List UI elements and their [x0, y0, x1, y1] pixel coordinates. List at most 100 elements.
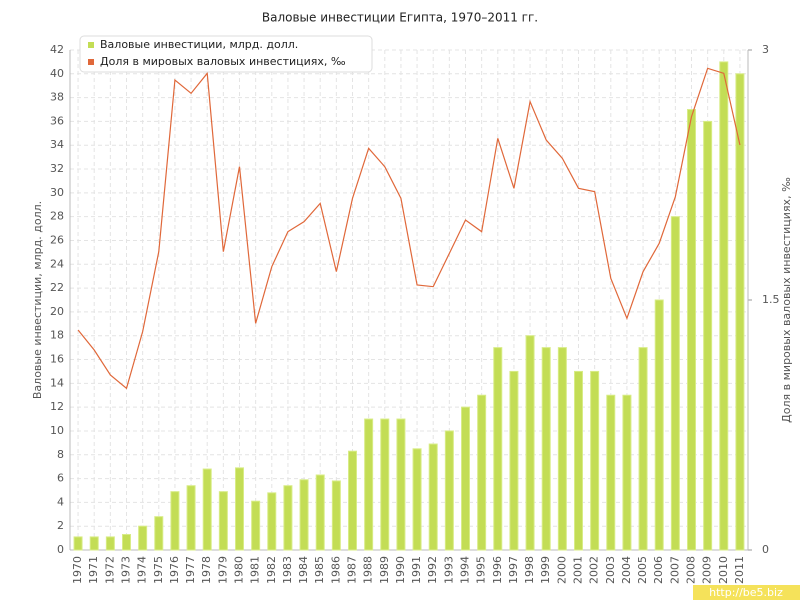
y-tick-label: 24: [50, 257, 64, 270]
y-tick-label: 2: [57, 519, 64, 532]
y-tick-label: 42: [50, 43, 64, 56]
y-tick-label: 32: [50, 162, 64, 175]
legend-label: Доля в мировых валовых инвестициях, ‰: [100, 55, 346, 68]
bar: [186, 485, 196, 551]
x-tick-label: 1978: [200, 556, 213, 584]
x-tick-label: 1975: [152, 556, 165, 584]
y-tick-label: 18: [50, 329, 64, 342]
bar: [525, 335, 535, 551]
x-tick-label: 1995: [475, 556, 488, 584]
x-tick-label: 2008: [685, 556, 698, 584]
bar: [380, 418, 390, 551]
bar: [444, 430, 454, 551]
bar: [574, 370, 583, 551]
bar: [202, 468, 212, 551]
bar: [138, 525, 148, 551]
chart-title: Валовые инвестиции Египта, 1970–2011 гг.: [262, 11, 538, 25]
bar: [509, 370, 519, 551]
x-tick-label: 1982: [265, 556, 278, 584]
x-tick-label: 1981: [249, 556, 262, 584]
x-tick-label: 1990: [394, 556, 407, 584]
x-tick-label: 1979: [216, 556, 229, 584]
bar: [654, 299, 664, 551]
bar: [687, 109, 696, 551]
x-tick-label: 2005: [636, 556, 649, 584]
x-tick-label: 1972: [103, 556, 116, 584]
watermark-bg: [693, 585, 800, 600]
x-tick-label: 1977: [184, 556, 197, 584]
x-tick-label: 1997: [507, 556, 520, 584]
y-tick-label: 8: [57, 448, 64, 461]
x-tick-label: 1984: [297, 556, 310, 584]
bar: [477, 394, 487, 551]
bar: [315, 474, 325, 551]
bar: [638, 347, 648, 551]
bar: [670, 216, 680, 551]
bar: [396, 418, 406, 551]
bar: [267, 492, 277, 551]
y2-axis-label: Доля в мировых валовых инвестициях, ‰: [780, 177, 793, 423]
y-tick-label: 4: [57, 495, 64, 508]
x-tick-label: 2007: [668, 556, 681, 584]
legend-box: [79, 35, 373, 73]
x-tick-label: 2010: [717, 556, 730, 584]
bar: [331, 480, 341, 551]
bar: [412, 448, 422, 551]
y-tick-label: 20: [50, 305, 64, 318]
bar: [299, 479, 309, 551]
x-tick-label: 2004: [620, 556, 633, 584]
y-tick-label: 28: [50, 210, 64, 223]
x-tick-label: 1974: [136, 556, 149, 584]
legend-swatch: [88, 42, 94, 48]
bar: [735, 73, 745, 551]
bar: [348, 450, 357, 551]
y-tick-label: 6: [57, 472, 64, 485]
x-tick-label: 1994: [459, 556, 472, 584]
x-tick-label: 1992: [426, 556, 439, 584]
bar: [89, 536, 99, 551]
y-tick-label: 38: [50, 91, 64, 104]
y-axis-label: Валовые инвестиции, млрд. долл.: [31, 201, 44, 399]
y-tick-label: 30: [50, 186, 64, 199]
y2-tick-label: 3: [762, 43, 769, 56]
y-tick-label: 12: [50, 400, 64, 413]
y2-tick-label: 0: [762, 543, 769, 556]
x-tick-label: 1988: [362, 556, 375, 584]
x-tick-label: 1996: [491, 556, 504, 584]
x-tick-label: 2001: [572, 556, 585, 584]
x-tick-label: 1973: [120, 556, 133, 584]
legend-label: Валовые инвестиции, млрд. долл.: [100, 38, 298, 51]
bar: [461, 406, 470, 551]
x-tick-label: 1970: [71, 556, 84, 584]
bar: [105, 536, 115, 551]
x-tick-label: 1989: [378, 556, 391, 584]
y-tick-label: 16: [50, 353, 64, 366]
y-tick-label: 34: [50, 138, 64, 151]
bar: [170, 491, 180, 551]
x-tick-label: 2002: [588, 556, 601, 584]
x-tick-label: 2011: [733, 556, 746, 584]
x-tick-label: 1971: [87, 556, 100, 584]
bar: [73, 536, 83, 551]
watermark: http://be5.biz: [709, 586, 783, 599]
bar: [364, 418, 374, 551]
y-tick-label: 40: [50, 67, 64, 80]
bar: [154, 516, 164, 551]
bar: [235, 467, 244, 551]
x-tick-label: 1986: [329, 556, 342, 584]
bar: [557, 347, 567, 551]
x-tick-label: 1987: [346, 556, 359, 584]
bar: [218, 491, 228, 551]
bar: [719, 61, 729, 551]
bar: [122, 534, 131, 551]
bar: [251, 500, 261, 551]
bar: [606, 394, 616, 551]
bar: [541, 347, 551, 551]
y-tick-label: 26: [50, 233, 64, 246]
bar: [283, 485, 293, 551]
line: [77, 67, 741, 390]
x-tick-label: 1998: [523, 556, 536, 584]
x-tick-label: 1983: [281, 556, 294, 584]
bar: [703, 120, 713, 551]
